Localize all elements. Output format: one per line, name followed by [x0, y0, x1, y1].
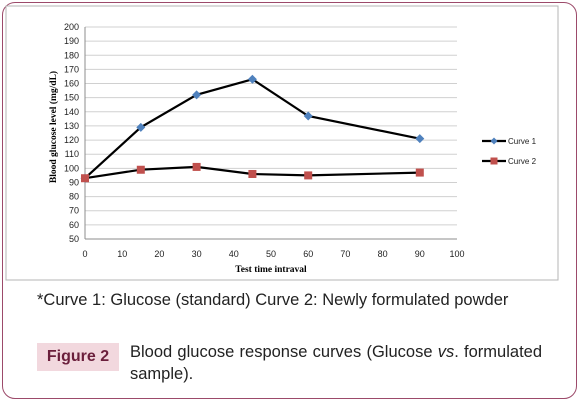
y-tick-label: 50: [69, 234, 79, 244]
y-tick-label: 190: [64, 36, 79, 46]
y-tick-label: 60: [69, 220, 79, 230]
x-tick-label: 20: [154, 249, 164, 259]
figure-caption: Blood glucose response curves (Glucose v…: [130, 341, 542, 385]
series: [80, 74, 425, 183]
y-tick-label: 100: [64, 163, 79, 173]
data-point-curve-1: [303, 111, 313, 121]
y-tick-label: 200: [64, 22, 79, 32]
y-tick-label: 140: [64, 107, 79, 117]
footnote: *Curve 1: Glucose (standard) Curve 2: Ne…: [37, 291, 509, 309]
data-point-curve-1: [247, 74, 257, 84]
legend-label-2: Curve 2: [508, 157, 537, 166]
figure-label: Figure 2: [37, 343, 119, 371]
data-point-curve-2: [304, 171, 313, 180]
y-axis-label: Blood glucose level (mg/dL): [48, 71, 59, 183]
data-point-curve-1: [415, 134, 425, 144]
caption-vs: vs: [437, 343, 455, 361]
data-point-curve-2: [136, 165, 145, 174]
y-tick-label: 170: [64, 64, 79, 74]
y-tick-label: 80: [69, 192, 79, 202]
series-line-1: [84, 78, 421, 180]
chart-area-border: [5, 5, 559, 281]
y-tick-label: 180: [64, 50, 79, 60]
y-tick-label: 90: [69, 177, 79, 187]
x-tick-label: 50: [266, 249, 276, 259]
x-tick-label: 70: [340, 249, 350, 259]
caption-text-2: . formulated sample).: [130, 343, 543, 383]
data-point-curve-2: [415, 168, 424, 177]
data-point-curve-2: [248, 169, 257, 178]
y-tick-label: 130: [64, 121, 79, 131]
x-tick-label: 10: [117, 249, 127, 259]
legend-label-1: Curve 1: [508, 137, 537, 146]
x-tick-label: 80: [378, 249, 388, 259]
series-line-2: [84, 165, 420, 180]
y-tick-label: 110: [65, 149, 79, 159]
caption-text-1: Blood glucose response curves (Glucose: [130, 343, 438, 361]
legend: Curve 1 Curve 2: [482, 137, 537, 166]
legend-marker-2: [490, 157, 498, 165]
figure-frame: [2, 2, 577, 399]
grid: [84, 26, 457, 240]
x-tick-label: 90: [415, 249, 425, 259]
x-axis-label: Test time intraval: [235, 265, 307, 275]
x-tick-label: 60: [303, 249, 313, 259]
legend-marker-1: [490, 137, 498, 145]
x-tick-label: 0: [82, 249, 87, 259]
data-point-curve-1: [136, 122, 146, 132]
chart: 5060708090100110120130140150160170180190…: [5, 5, 559, 281]
data-point-curve-2: [81, 174, 89, 183]
y-tick-label: 150: [64, 93, 79, 103]
x-tick-label: 40: [229, 249, 239, 259]
x-tick-label: 30: [192, 249, 202, 259]
x-tick-label: 100: [449, 249, 464, 259]
y-tick-label: 120: [64, 135, 79, 145]
ticks: 5060708090100110120130140150160170180190…: [64, 22, 465, 259]
y-tick-label: 70: [69, 206, 79, 216]
y-tick-label: 160: [64, 79, 79, 89]
data-point-curve-2: [192, 162, 201, 171]
data-point-curve-1: [192, 90, 202, 100]
